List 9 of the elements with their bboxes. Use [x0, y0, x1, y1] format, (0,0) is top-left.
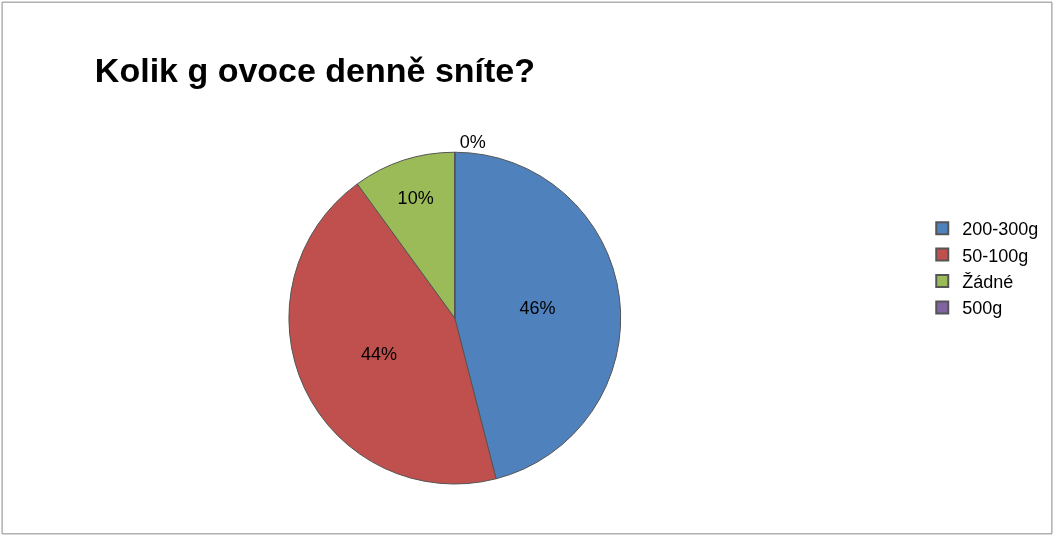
data-label: 44% [361, 343, 398, 364]
data-label: 10% [397, 187, 434, 208]
chart-title: Kolik g ovoce denně sníte? [94, 50, 536, 89]
text: 0% [459, 132, 486, 153]
legend-label: Žádné [962, 272, 1014, 293]
data-label: 46% [519, 297, 556, 318]
legend-label: 50-100g [962, 245, 1029, 266]
legend-label: 200-300g [962, 219, 1039, 240]
legend-label: 500g [962, 298, 1003, 319]
